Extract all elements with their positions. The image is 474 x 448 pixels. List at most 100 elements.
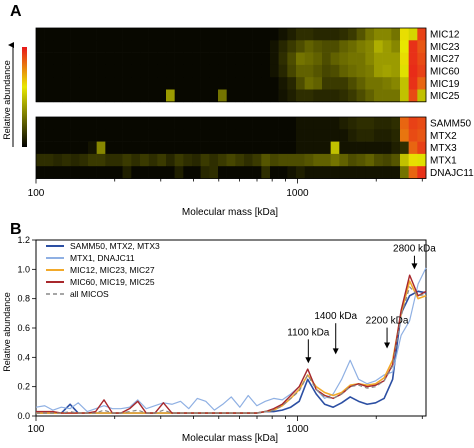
heatmap-cell [400,28,409,41]
heatmap-cell [287,52,297,66]
heatmap-cell [157,166,167,179]
heatmap-cell [261,117,271,130]
heatmap-cell [244,117,253,130]
heatmap-cell [408,166,418,179]
heatmap-cell [356,89,366,103]
series-line-5 [36,286,427,414]
heatmap-cell [391,153,401,167]
heatmap-cell [148,129,158,142]
heatmap-cell [218,129,227,142]
heatmap-cell [62,129,71,142]
heatmap-cell [148,40,158,53]
heatmap-cell [44,77,54,90]
legend-label-2: MTX1, DNAJC11 [70,253,135,263]
heatmap-cell [270,40,279,53]
heatmap-cell [235,153,245,167]
heatmap-cell [382,64,392,78]
heatmap-cell [322,89,331,103]
heatmap-cell [166,129,175,142]
heatmap-cell [339,28,349,41]
heatmap-cell [374,52,383,66]
heatmap-cell [70,141,80,155]
heatmap-cell [62,40,71,53]
heatmap-cell [105,117,115,130]
heatmap-cell [330,89,340,103]
heatmap-cell [174,77,184,90]
heatmap-cell [70,89,80,103]
heatmap-cell [62,153,71,167]
heatmap-row-label: MTX1 [430,155,457,166]
heatmap-cell [140,28,149,41]
heatmap-cell [330,153,340,167]
heatmap-cell [70,153,80,167]
heatmap-cell [200,153,210,167]
heatmap-cell [131,89,141,103]
heatmap-cell [304,28,314,41]
heatmap-cell [304,141,314,155]
heatmap-row-label: DNAJC11 [430,168,474,179]
heatmap-cell [313,153,323,167]
heatmap-cell [166,64,175,78]
heatmap-cell [114,166,123,179]
heatmap-cell [105,89,115,103]
heatmap-cell [417,77,427,90]
heatmap-xlabel: Molecular mass [kDa] [182,207,278,218]
heatmap-cell [218,141,227,155]
heatmap [35,27,427,184]
heatmap-cell [157,141,167,155]
annotation-arrow-head [411,263,418,270]
annotation-2200-kda: 2200 kDa [366,316,409,349]
heatmap-cell [278,40,288,53]
heatmap-cell [131,77,141,90]
heatmap-cell [356,28,366,41]
heatmap-cell [287,40,297,53]
heatmap-cell [79,77,89,90]
heatmap-cell [261,129,271,142]
heatmap-cell [122,89,132,103]
heatmap-cell [157,52,167,66]
heatmap-cell [304,64,314,78]
heatmap-cell [339,89,349,103]
heatmap-cell [209,64,219,78]
heatmap-cell [200,89,210,103]
heatmap-cell [252,89,262,103]
heatmap-cell [183,129,193,142]
heatmap-cell [417,52,427,66]
heatmap-cell [88,77,97,90]
heatmap-cell [252,166,262,179]
heatmap-cell [400,77,409,90]
heatmap-cell [166,117,175,130]
heatmap-cell [374,64,383,78]
panel-label-a: A [10,3,22,20]
series-line-1 [36,290,427,414]
heatmap-cell [209,166,219,179]
heatmap-cell [304,77,314,90]
y-tick-label: 0.6 [17,323,30,333]
heatmap-cell [192,77,201,90]
heatmap-cell [88,166,97,179]
heatmap-cell [148,28,158,41]
heatmap-cell [209,129,219,142]
heatmap-cell [209,141,219,155]
heatmap-cell [166,28,175,41]
heatmap-cell [348,129,357,142]
heatmap-cell [278,129,288,142]
heatmap-cell [192,141,201,155]
heatmap-cell [278,64,288,78]
heatmap-cell [339,129,349,142]
heatmap-cell [157,153,167,167]
lineplot-ylabel: Relative abundance [2,292,12,372]
heatmap-cell [400,166,409,179]
heatmap-cell [304,117,314,130]
heatmap-cell [183,153,193,167]
heatmap-cell [252,40,262,53]
heatmap-cell [356,153,366,167]
heatmap-cell [382,52,392,66]
heatmap-cell [382,141,392,155]
heatmap-cell [261,153,271,167]
heatmap-cell [70,28,80,41]
heatmap-cell [53,77,63,90]
heatmap-cell [209,52,219,66]
heatmap-cell [304,153,314,167]
heatmap-cell [122,40,132,53]
